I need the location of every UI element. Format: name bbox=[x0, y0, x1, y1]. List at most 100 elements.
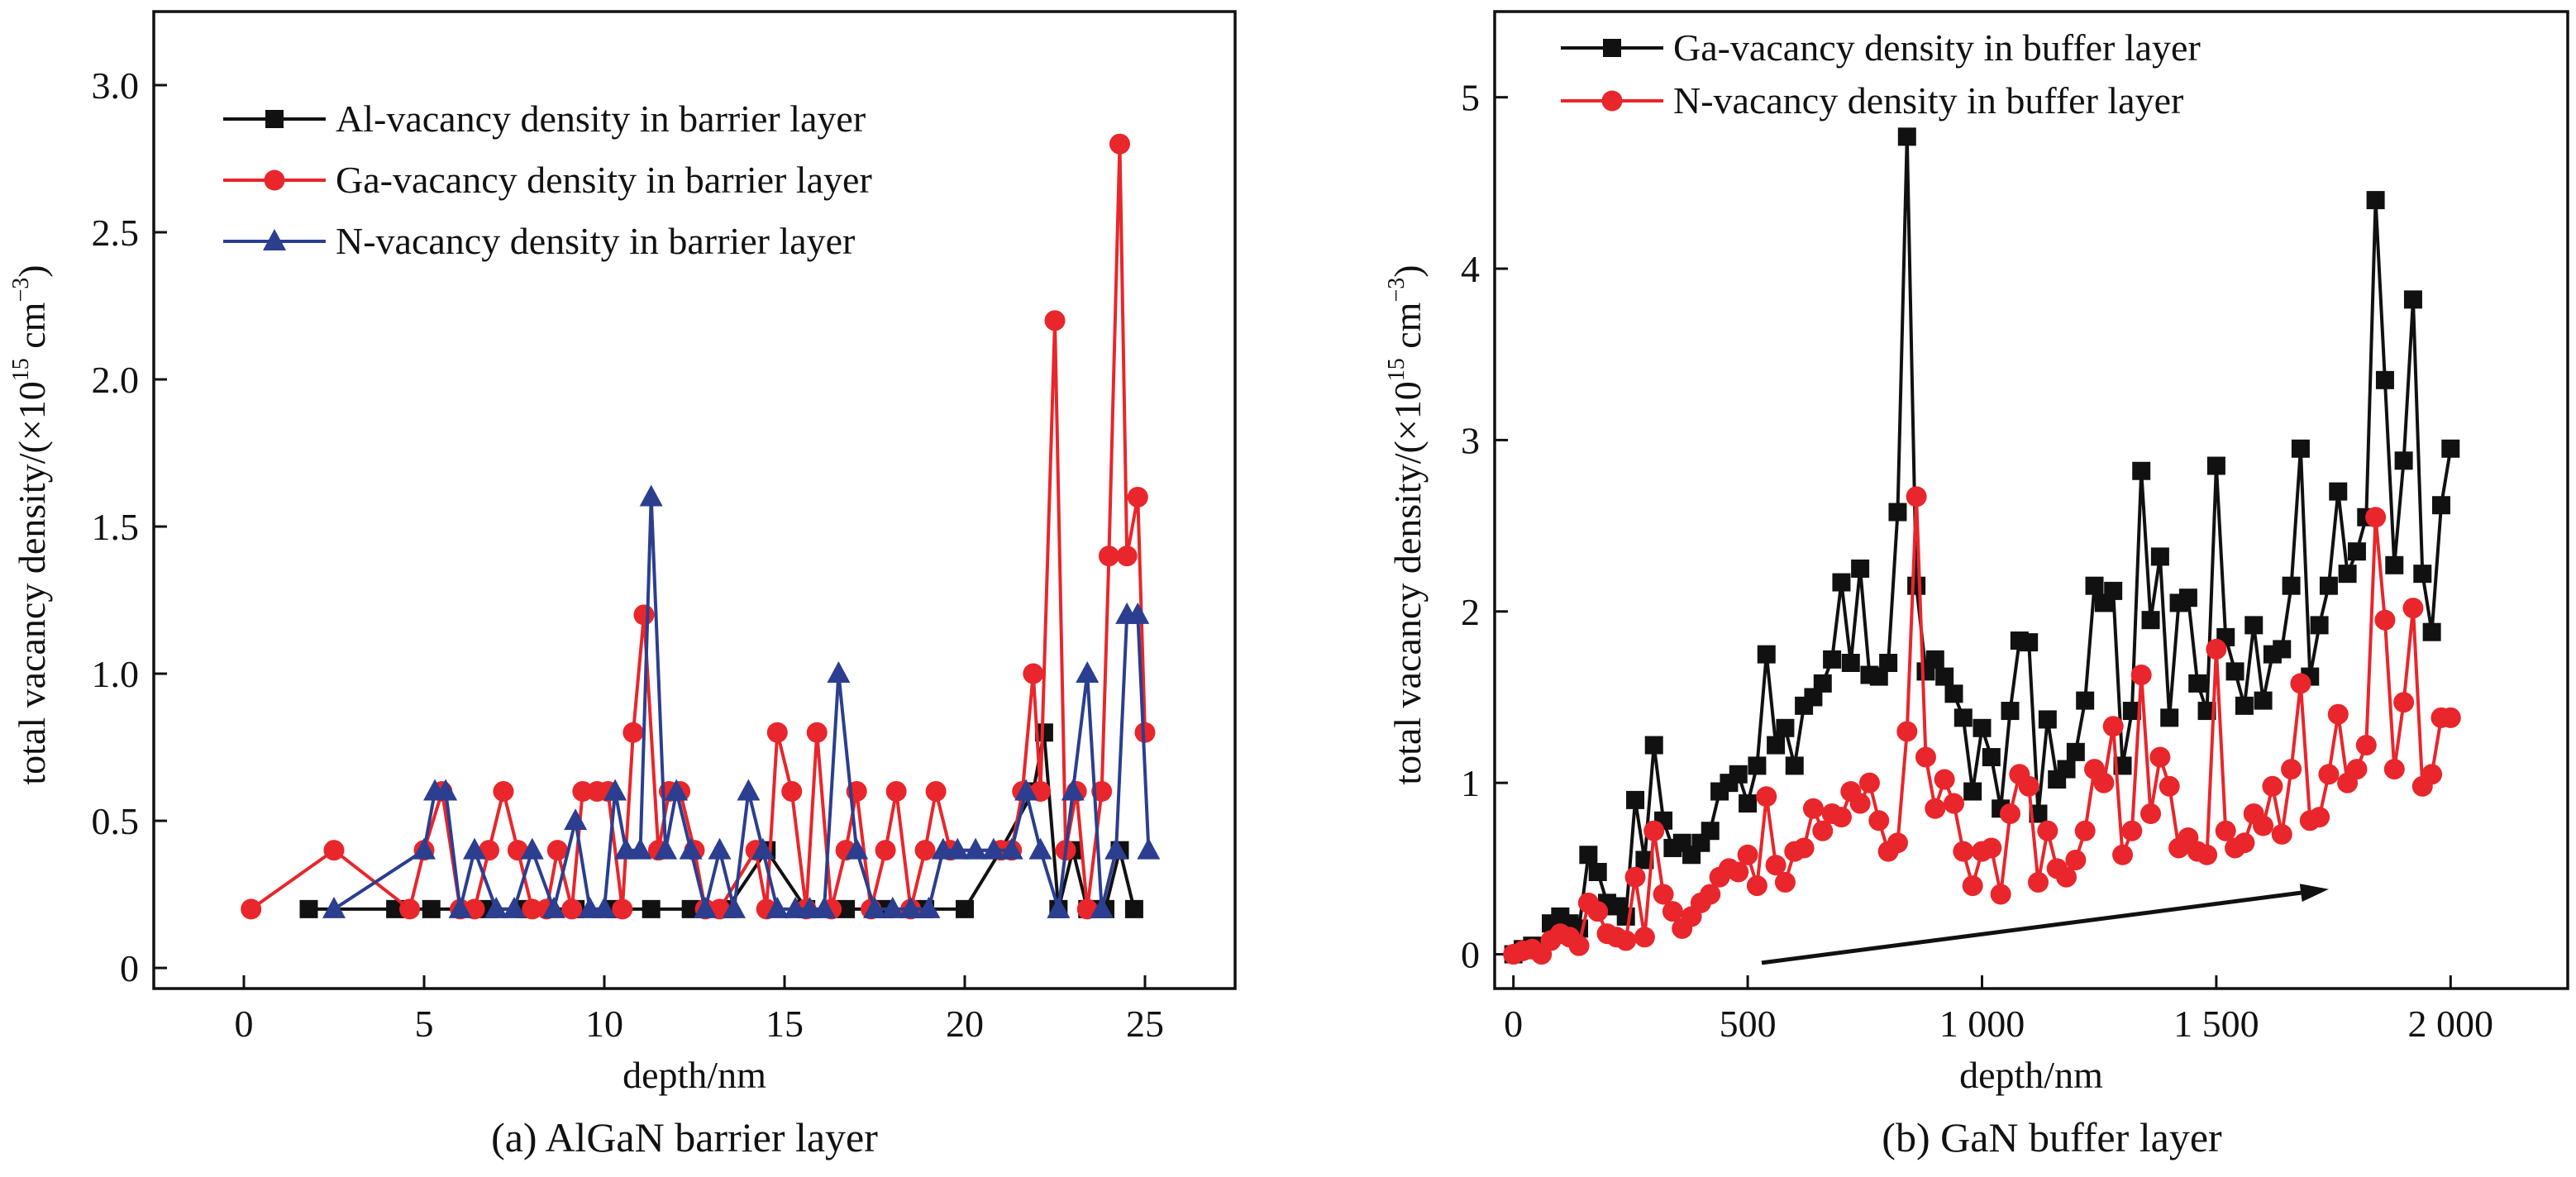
data-point bbox=[572, 780, 594, 802]
data-point bbox=[863, 896, 886, 918]
data-point bbox=[2310, 616, 2329, 635]
data-point bbox=[1756, 786, 1777, 808]
data-point bbox=[1802, 798, 1824, 819]
data-point bbox=[2028, 871, 2049, 893]
data-point bbox=[751, 837, 775, 860]
data-point bbox=[1765, 855, 1787, 876]
legend-marker bbox=[1603, 39, 1621, 57]
data-point bbox=[837, 899, 856, 918]
data-point bbox=[1587, 901, 1609, 922]
data-point bbox=[612, 898, 633, 920]
data-point bbox=[1925, 798, 1946, 819]
data-point bbox=[493, 780, 514, 802]
data-point bbox=[2355, 735, 2377, 756]
data-point bbox=[2403, 290, 2422, 309]
data-point bbox=[1776, 718, 1795, 737]
data-point bbox=[999, 837, 1023, 860]
series-line bbox=[332, 495, 1151, 911]
data-point bbox=[2029, 804, 2048, 823]
y-tick-label: 2.5 bbox=[92, 212, 140, 254]
x-tick-label: 15 bbox=[766, 1003, 804, 1045]
data-point bbox=[1925, 650, 1944, 669]
data-point bbox=[2413, 565, 2432, 584]
data-point bbox=[2402, 598, 2424, 619]
data-point bbox=[2234, 832, 2255, 854]
x-tick-label: 1 000 bbox=[1939, 1003, 2025, 1045]
data-point bbox=[1858, 772, 1880, 793]
data-point bbox=[1757, 645, 1776, 664]
data-point bbox=[561, 898, 583, 920]
panel-a-barrier-layer: 0 5 10 15 20 25 0 0.5 1.0 1.5 2.0 2.5 3.0 depth/nm tot… bbox=[8, 10, 1237, 1160]
y-axis-label-unit: cm bbox=[11, 302, 53, 358]
data-point bbox=[1869, 667, 1888, 686]
data-point bbox=[2104, 581, 2123, 600]
data-point bbox=[386, 899, 405, 918]
data-point bbox=[2197, 702, 2216, 721]
data-point bbox=[2037, 820, 2058, 841]
data-point bbox=[2076, 691, 2095, 710]
data-point bbox=[1746, 875, 1767, 897]
data-point bbox=[914, 840, 936, 861]
y-axis-label-exponent: 15 bbox=[1384, 358, 1410, 381]
data-point bbox=[946, 837, 970, 860]
data-point bbox=[1729, 765, 1748, 784]
data-point bbox=[1832, 573, 1851, 592]
data-point bbox=[2383, 759, 2405, 780]
data-point bbox=[399, 898, 421, 920]
data-point bbox=[2001, 702, 2020, 721]
data-point bbox=[2188, 674, 2207, 693]
data-point bbox=[2150, 547, 2169, 566]
x-tick-label: 20 bbox=[946, 1003, 984, 1045]
data-point bbox=[1879, 654, 1898, 672]
data-point bbox=[679, 837, 703, 860]
x-tick-label: 2 000 bbox=[2408, 1003, 2494, 1045]
data-point bbox=[2346, 759, 2368, 780]
data-point bbox=[1841, 654, 1860, 672]
series-triangle bbox=[322, 484, 1161, 918]
data-point bbox=[1616, 907, 1635, 926]
y-axis-label-unit-exponent: −3 bbox=[1384, 278, 1410, 303]
x-tick-label: 500 bbox=[1720, 1003, 1777, 1045]
data-point bbox=[2421, 764, 2443, 785]
x-tick-label: 5 bbox=[415, 1003, 434, 1045]
data-point bbox=[1748, 756, 1767, 775]
y-tick-label: 1.5 bbox=[92, 506, 140, 548]
y-axis-label-close: ) bbox=[11, 264, 53, 277]
x-tick-label: 1 500 bbox=[2173, 1003, 2259, 1045]
data-point bbox=[322, 896, 346, 918]
data-point bbox=[484, 896, 508, 918]
data-point bbox=[1907, 576, 1926, 595]
x-tick-label: 0 bbox=[235, 1003, 254, 1045]
data-point bbox=[1896, 721, 1918, 742]
data-point bbox=[885, 780, 907, 802]
data-point bbox=[1579, 846, 1598, 865]
data-point bbox=[1963, 782, 1982, 801]
data-point bbox=[1868, 810, 1890, 832]
y-tick-label: 2.0 bbox=[92, 359, 140, 401]
legend: Ga-vacancy density in buffer layer N-vaca… bbox=[1561, 26, 2201, 122]
data-point bbox=[806, 722, 828, 743]
data-point bbox=[1127, 486, 1148, 507]
data-point bbox=[2056, 866, 2077, 888]
data-point bbox=[2291, 439, 2310, 458]
data-point bbox=[2290, 673, 2311, 694]
data-point bbox=[1999, 803, 2020, 824]
data-point bbox=[1014, 779, 1038, 801]
legend-marker bbox=[265, 110, 284, 128]
data-point bbox=[1737, 844, 1758, 865]
data-point bbox=[2281, 759, 2302, 780]
data-point bbox=[1624, 866, 1646, 888]
data-point bbox=[2385, 555, 2404, 574]
data-point bbox=[2121, 820, 2143, 841]
data-point bbox=[1104, 837, 1128, 860]
y-tick-label: 5 bbox=[1461, 77, 1480, 119]
data-point bbox=[2057, 760, 2076, 779]
data-point bbox=[875, 840, 896, 861]
data-point bbox=[2347, 542, 2366, 561]
data-point bbox=[1634, 927, 1655, 948]
data-point bbox=[503, 896, 526, 918]
y-tick-label: 4 bbox=[1461, 248, 1480, 290]
data-point bbox=[2130, 665, 2152, 686]
data-point bbox=[1109, 133, 1130, 155]
data-point bbox=[2440, 707, 2461, 728]
